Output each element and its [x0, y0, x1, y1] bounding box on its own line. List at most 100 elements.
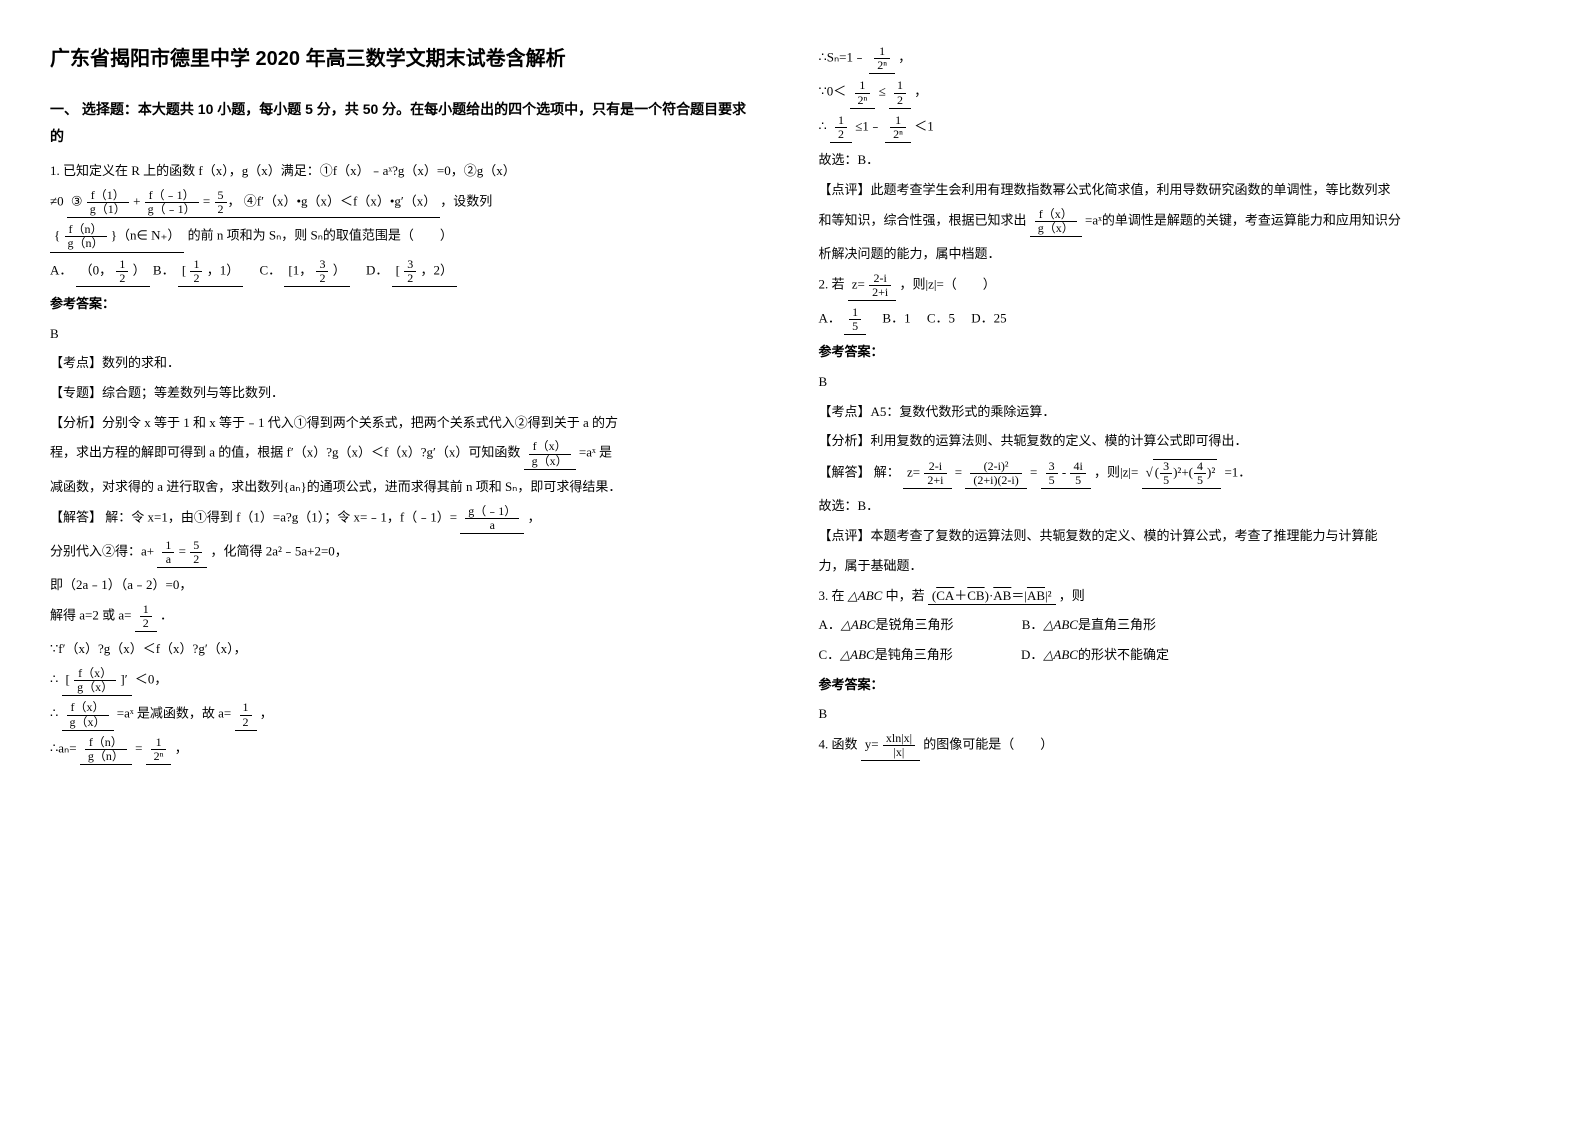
q2-stem: 2. 若 z= 2-i2+i ，则|z|=（ ）: [819, 272, 1538, 301]
post: ，化简得 2a²﹣5a+2=0，: [210, 544, 347, 559]
p: 是锐角三角形: [875, 617, 953, 632]
d: 2: [140, 617, 152, 630]
sp: (: [1155, 465, 1159, 480]
f: g（﹣1）a: [465, 505, 519, 532]
txt: 综合题；等差数列与等比数列．: [102, 385, 284, 400]
lbl: 【解答】: [819, 465, 871, 480]
q1-fenxi-l2: 程，求出方程的解即可得到 a 的值，根据 f′（x）?g（x）＜f（x）?g′（…: [50, 440, 759, 469]
mid: ≤1﹣: [855, 118, 882, 133]
d: g（x）: [1035, 222, 1077, 235]
a: A．: [819, 617, 841, 632]
post: ，则|z|=（ ）: [899, 276, 995, 291]
u: [ f（x）g（x） ]′: [62, 667, 132, 696]
frac: g（﹣1）a: [460, 505, 524, 534]
u2: 12: [889, 79, 911, 108]
y: y=: [865, 737, 879, 752]
n: 2-i: [924, 460, 946, 474]
f1: 2-i2+i: [924, 460, 946, 487]
open: {: [54, 228, 60, 243]
pre: 和等知识，综合性强，根据已知求出: [819, 212, 1027, 227]
o: [1，: [288, 262, 312, 277]
sqrt-body: (35)²+(45)²: [1153, 459, 1217, 487]
n: 1: [835, 114, 847, 128]
q1-zhuanti: 【专题】综合题；等差数列与等比数列．: [50, 381, 759, 406]
bkt: [: [66, 672, 70, 687]
n: 1: [240, 701, 252, 715]
f: f（x）g（x）: [529, 440, 571, 467]
d: 5: [1070, 474, 1085, 487]
pre: ∴: [50, 706, 58, 721]
pre: ∴: [819, 118, 827, 133]
f: 12: [116, 258, 128, 285]
num: f（n）: [65, 223, 107, 237]
q2-kaodian: 【考点】A5：复数代数形式的乘除运算．: [819, 400, 1538, 425]
mid: 中，若: [886, 588, 925, 603]
num: f（﹣1）: [145, 189, 199, 203]
d: 2: [894, 94, 906, 107]
r-l2: ∵0＜ 12ⁿ ≤ 12 ，: [819, 79, 1538, 108]
lbl: 【点评】: [819, 528, 871, 543]
d: 2: [116, 272, 128, 285]
optA-pre: A．: [50, 262, 72, 277]
num: 5: [215, 189, 227, 203]
f1: 1a: [162, 539, 174, 566]
q1-dianping-l3: 析解决问题的能力，属中档题．: [819, 242, 1538, 267]
n: 5: [190, 539, 202, 553]
sf1: 35: [1160, 460, 1172, 487]
lbl: 【考点】: [50, 355, 102, 370]
post: =aˣ 是: [579, 445, 612, 460]
n: 1: [849, 306, 861, 320]
n: 1: [162, 539, 174, 553]
txt: 利用复数的运算法则、共轭复数的定义、模的计算公式即可得出．: [871, 433, 1248, 448]
u2: 12ⁿ: [885, 114, 911, 143]
frac: f（x）g（x）: [524, 440, 576, 469]
f3: 35: [1046, 460, 1058, 487]
n: g（﹣1）: [465, 505, 519, 519]
lbl: 【分析】: [50, 415, 102, 430]
optD: [ 32 ，2）: [392, 258, 457, 287]
expr: (CA＋CB)·AB＝|AB|²: [928, 588, 1056, 606]
txt: 此题考查学生会利用有理数指数幂公式化简求值，利用导数研究函数的单调性，等比数列求: [871, 182, 1391, 197]
f2: (2-i)²(2+i)(2-i): [970, 460, 1021, 487]
sqrt-u: √ (35)²+(45)²: [1142, 459, 1222, 489]
f: 12ⁿ: [890, 114, 906, 141]
r-l3: ∴ 12 ≤1﹣ 12ⁿ ＜1: [819, 114, 1538, 143]
lbl: 【分析】: [819, 433, 871, 448]
t: △ABC: [841, 617, 876, 632]
den: g（n）: [65, 237, 107, 250]
q3-answer-label: 参考答案：: [819, 673, 1538, 698]
n: (2-i)²: [970, 460, 1021, 474]
f: 12ⁿ: [874, 45, 890, 72]
d: 2ⁿ: [874, 59, 890, 72]
q2-options: A． 15 B．1 C．5 D．25: [819, 306, 1538, 335]
c: C．: [819, 647, 841, 662]
u2: 12: [235, 701, 257, 730]
txt: 分别令 x 等于 1 和 x 等于﹣1 代入①得到两个关系式，把两个关系式代入②…: [102, 415, 618, 430]
n: 2-i: [869, 272, 891, 286]
column-right: ∴Sₙ=1﹣ 12ⁿ ， ∵0＜ 12ⁿ ≤ 12 ， ∴ 12 ≤1﹣ 12ⁿ…: [794, 0, 1587, 1122]
circ4: ④f′（x）•g（x）＜f（x）•g′（x）: [244, 194, 436, 209]
q1-jieda-l4: 解得 a=2 或 a= 12 ．: [50, 603, 759, 632]
q3-stem: 3. 在 △ABC 中，若 (CA＋CB)·AB＝|AB|² ，则: [819, 584, 1538, 609]
pre: ∴: [50, 672, 58, 687]
f4: 4i5: [1070, 460, 1085, 487]
n: 1: [116, 258, 128, 272]
lbl: 【专题】: [50, 385, 102, 400]
post: ＜0，: [135, 672, 168, 687]
optA-pre: A．: [819, 311, 841, 326]
f: 12: [140, 603, 152, 630]
expr: y= xln|x||x|: [861, 732, 920, 761]
f: 32: [404, 258, 416, 285]
n: 1: [151, 736, 167, 750]
txt: 数列的求和．: [102, 355, 180, 370]
post: ，: [914, 84, 927, 99]
frac-fm1gm1: f（﹣1） g（﹣1）: [145, 189, 199, 216]
d: g（x）: [74, 681, 116, 694]
pre: ∵0＜: [819, 84, 847, 99]
f: 12: [240, 701, 252, 728]
eq: =: [135, 740, 142, 755]
optA: （0， 12 ）: [76, 258, 150, 287]
d: 5: [1160, 474, 1172, 487]
d: 5: [1046, 474, 1058, 487]
f: 15: [849, 306, 861, 333]
